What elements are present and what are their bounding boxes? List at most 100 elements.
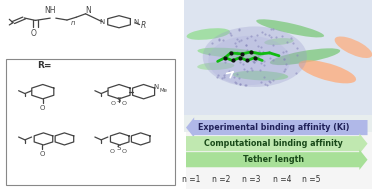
Point bbox=[280, 57, 286, 60]
Text: O: O bbox=[110, 149, 115, 153]
Point bbox=[264, 83, 270, 86]
Point bbox=[228, 34, 234, 37]
Text: n =4: n =4 bbox=[273, 175, 291, 184]
Text: O: O bbox=[40, 105, 45, 112]
Point bbox=[254, 54, 260, 57]
Point bbox=[234, 38, 240, 41]
Ellipse shape bbox=[232, 71, 288, 81]
Text: N: N bbox=[154, 84, 159, 90]
Text: S: S bbox=[117, 97, 121, 103]
Point bbox=[262, 64, 267, 67]
Point bbox=[241, 67, 247, 70]
Text: O: O bbox=[122, 101, 127, 106]
Point bbox=[240, 62, 246, 65]
Point bbox=[261, 75, 267, 78]
Point bbox=[237, 60, 243, 63]
Point bbox=[282, 68, 288, 71]
Ellipse shape bbox=[299, 60, 356, 83]
Point bbox=[209, 42, 215, 45]
Point bbox=[248, 34, 254, 37]
Point bbox=[294, 54, 300, 57]
Point bbox=[257, 69, 263, 72]
Ellipse shape bbox=[197, 62, 234, 70]
Point bbox=[234, 52, 240, 55]
Text: O: O bbox=[31, 29, 36, 39]
Point bbox=[254, 33, 260, 36]
Point bbox=[231, 75, 237, 78]
Text: Tether length: Tether length bbox=[243, 155, 304, 164]
Point bbox=[262, 32, 267, 35]
Point bbox=[258, 81, 264, 84]
Point bbox=[265, 51, 271, 54]
Point bbox=[236, 40, 242, 43]
Point bbox=[253, 52, 259, 55]
Ellipse shape bbox=[270, 48, 340, 65]
Point bbox=[279, 34, 285, 37]
Point bbox=[260, 50, 266, 53]
Point bbox=[281, 58, 287, 61]
Text: O: O bbox=[111, 101, 116, 106]
Point bbox=[234, 51, 240, 54]
Point bbox=[249, 68, 255, 71]
Text: O: O bbox=[39, 151, 45, 157]
Point bbox=[215, 73, 221, 76]
Point bbox=[236, 27, 242, 30]
Point bbox=[232, 44, 238, 47]
Point bbox=[256, 50, 262, 53]
FancyArrow shape bbox=[186, 117, 368, 138]
Point bbox=[221, 75, 227, 78]
FancyBboxPatch shape bbox=[184, 115, 372, 132]
Point bbox=[270, 78, 276, 81]
Ellipse shape bbox=[334, 36, 372, 58]
Point bbox=[243, 83, 248, 86]
Point bbox=[225, 69, 231, 72]
Point bbox=[290, 42, 296, 45]
Point bbox=[253, 59, 259, 62]
Point bbox=[219, 57, 225, 60]
Point bbox=[283, 62, 289, 65]
Point bbox=[231, 41, 237, 44]
Point bbox=[270, 58, 276, 61]
Point bbox=[255, 55, 261, 58]
Text: n =1: n =1 bbox=[182, 175, 201, 184]
Ellipse shape bbox=[203, 26, 307, 87]
Point bbox=[243, 44, 249, 47]
Point bbox=[258, 61, 264, 64]
Point bbox=[244, 36, 250, 39]
Point bbox=[281, 69, 287, 72]
Text: R: R bbox=[140, 21, 145, 30]
Point bbox=[237, 82, 243, 85]
Text: n: n bbox=[70, 20, 75, 26]
Text: NH: NH bbox=[45, 6, 56, 15]
Point bbox=[267, 57, 273, 60]
Point bbox=[227, 32, 233, 35]
FancyBboxPatch shape bbox=[0, 0, 186, 189]
Point bbox=[250, 59, 256, 62]
Ellipse shape bbox=[198, 48, 264, 58]
Point bbox=[236, 77, 242, 80]
FancyArrow shape bbox=[186, 149, 368, 170]
Ellipse shape bbox=[187, 28, 230, 40]
Ellipse shape bbox=[264, 38, 294, 45]
Point bbox=[284, 40, 290, 43]
Point bbox=[238, 39, 244, 42]
FancyArrow shape bbox=[186, 133, 368, 154]
Point bbox=[270, 28, 276, 31]
Point bbox=[267, 28, 273, 31]
Point bbox=[255, 45, 261, 48]
Point bbox=[216, 38, 222, 41]
Point bbox=[235, 28, 241, 31]
Point bbox=[266, 80, 272, 83]
Text: Computational binding affinity: Computational binding affinity bbox=[204, 139, 343, 148]
Point bbox=[288, 37, 294, 40]
Text: n =3: n =3 bbox=[242, 175, 260, 184]
Point bbox=[227, 52, 233, 55]
Text: N: N bbox=[100, 19, 105, 25]
FancyBboxPatch shape bbox=[6, 59, 175, 185]
Point bbox=[293, 72, 299, 75]
Text: R=: R= bbox=[38, 61, 52, 70]
Point bbox=[259, 46, 264, 49]
Text: n =5: n =5 bbox=[302, 175, 321, 184]
Point bbox=[268, 35, 274, 38]
Point bbox=[252, 38, 258, 41]
